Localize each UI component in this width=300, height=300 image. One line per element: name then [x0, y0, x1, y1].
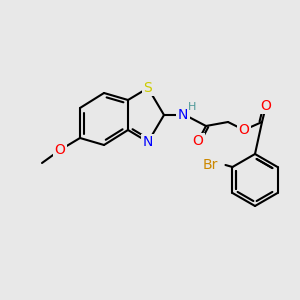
Text: N: N — [178, 108, 188, 122]
Text: O: O — [193, 134, 203, 148]
Text: O: O — [238, 123, 249, 137]
Text: O: O — [55, 143, 65, 157]
Text: N: N — [143, 135, 153, 149]
Text: O: O — [261, 99, 272, 113]
Text: H: H — [188, 102, 196, 112]
Text: Br: Br — [203, 158, 218, 172]
Text: S: S — [144, 81, 152, 95]
